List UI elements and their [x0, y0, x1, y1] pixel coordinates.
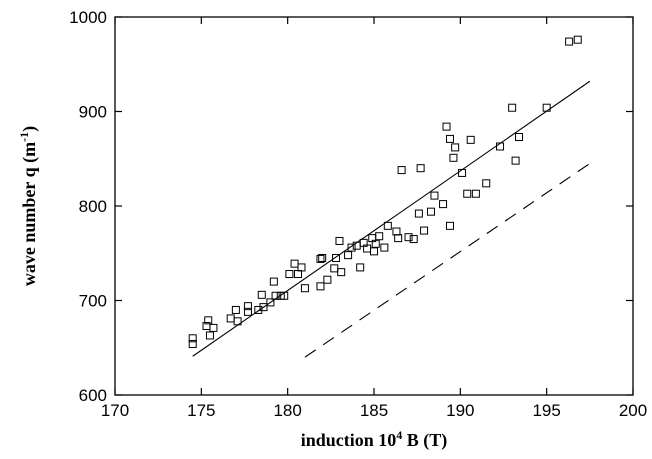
data-point — [209, 323, 218, 332]
data-point — [496, 142, 505, 151]
data-point — [565, 37, 574, 46]
data-point — [294, 270, 303, 279]
y-axis-title: wave number q (m-1) — [17, 126, 40, 286]
data-point — [204, 316, 213, 325]
data-point — [370, 247, 378, 256]
data-point — [414, 209, 423, 218]
x-tick-labels: 170 175 180 185 190 195 200 — [101, 401, 647, 420]
data-point — [188, 339, 197, 348]
data-point — [439, 200, 448, 209]
data-point — [426, 207, 435, 216]
data-point — [463, 189, 472, 198]
data-point — [259, 303, 268, 312]
x-tick-label: 170 — [101, 401, 129, 420]
data-point — [337, 268, 346, 277]
y-tick-labels: 600 700 800 900 1000 — [69, 8, 107, 405]
data-point — [573, 35, 582, 44]
data-point — [269, 277, 278, 286]
data-point — [445, 221, 454, 230]
data-point — [482, 179, 491, 188]
data-point — [397, 166, 406, 175]
data-point — [271, 291, 280, 300]
data-point — [188, 334, 197, 343]
data-point — [318, 253, 327, 262]
data-point — [442, 122, 451, 131]
data-point — [392, 227, 401, 236]
data-point — [266, 298, 275, 307]
data-point — [316, 282, 325, 291]
data-point — [231, 305, 240, 314]
data-point — [335, 236, 344, 245]
data-point — [344, 251, 353, 260]
y-tick-label: 1000 — [69, 8, 107, 27]
data-point — [449, 153, 458, 162]
data-point — [380, 243, 389, 252]
data-point — [375, 232, 384, 241]
y-tick-label: 800 — [79, 197, 107, 216]
data-point — [458, 168, 467, 177]
x-axis-title: induction 104 B (T) — [301, 428, 448, 451]
data-point — [508, 103, 517, 112]
data-point — [316, 254, 325, 263]
data-point — [420, 226, 429, 235]
data-point — [394, 234, 403, 243]
y-tick-label: 900 — [79, 103, 107, 122]
data-point — [404, 233, 413, 242]
data-point — [300, 284, 309, 293]
data-point — [511, 156, 520, 165]
plot-frame — [114, 16, 634, 396]
data-point — [356, 263, 365, 272]
data-point — [416, 164, 425, 173]
x-tick-label: 185 — [360, 401, 388, 420]
data-point — [254, 305, 263, 314]
data-point — [243, 302, 252, 311]
data-point — [383, 221, 392, 230]
data-point — [542, 103, 551, 112]
data-point — [297, 263, 306, 272]
data-point — [226, 314, 235, 323]
x-tick-label: 175 — [187, 401, 215, 420]
data-point — [515, 133, 524, 142]
axis-ticks — [114, 16, 634, 396]
y-tick-label: 600 — [79, 386, 107, 405]
data-point — [257, 290, 266, 299]
data-point — [451, 143, 460, 152]
data-point — [347, 243, 356, 252]
data-point — [430, 191, 439, 200]
data-point — [445, 134, 454, 143]
data-point — [285, 270, 294, 279]
data-point — [471, 189, 480, 198]
data-point — [330, 264, 339, 273]
data-point — [371, 239, 380, 248]
data-point — [243, 307, 252, 316]
x-tick-label: 195 — [532, 401, 560, 420]
x-tick-label: 190 — [446, 401, 474, 420]
x-tick-label: 200 — [619, 401, 647, 420]
data-points — [188, 35, 582, 348]
fit-lines — [192, 80, 591, 358]
data-point — [323, 275, 332, 284]
data-point — [332, 253, 341, 262]
data-point — [290, 259, 299, 268]
fit-line — [192, 80, 591, 357]
data-point — [280, 291, 289, 300]
data-point — [205, 331, 214, 340]
dashed-line — [304, 163, 591, 358]
data-point — [466, 135, 475, 144]
y-tick-label: 700 — [79, 292, 107, 311]
x-tick-label: 180 — [273, 401, 301, 420]
data-point — [233, 317, 242, 326]
data-point — [409, 235, 418, 244]
